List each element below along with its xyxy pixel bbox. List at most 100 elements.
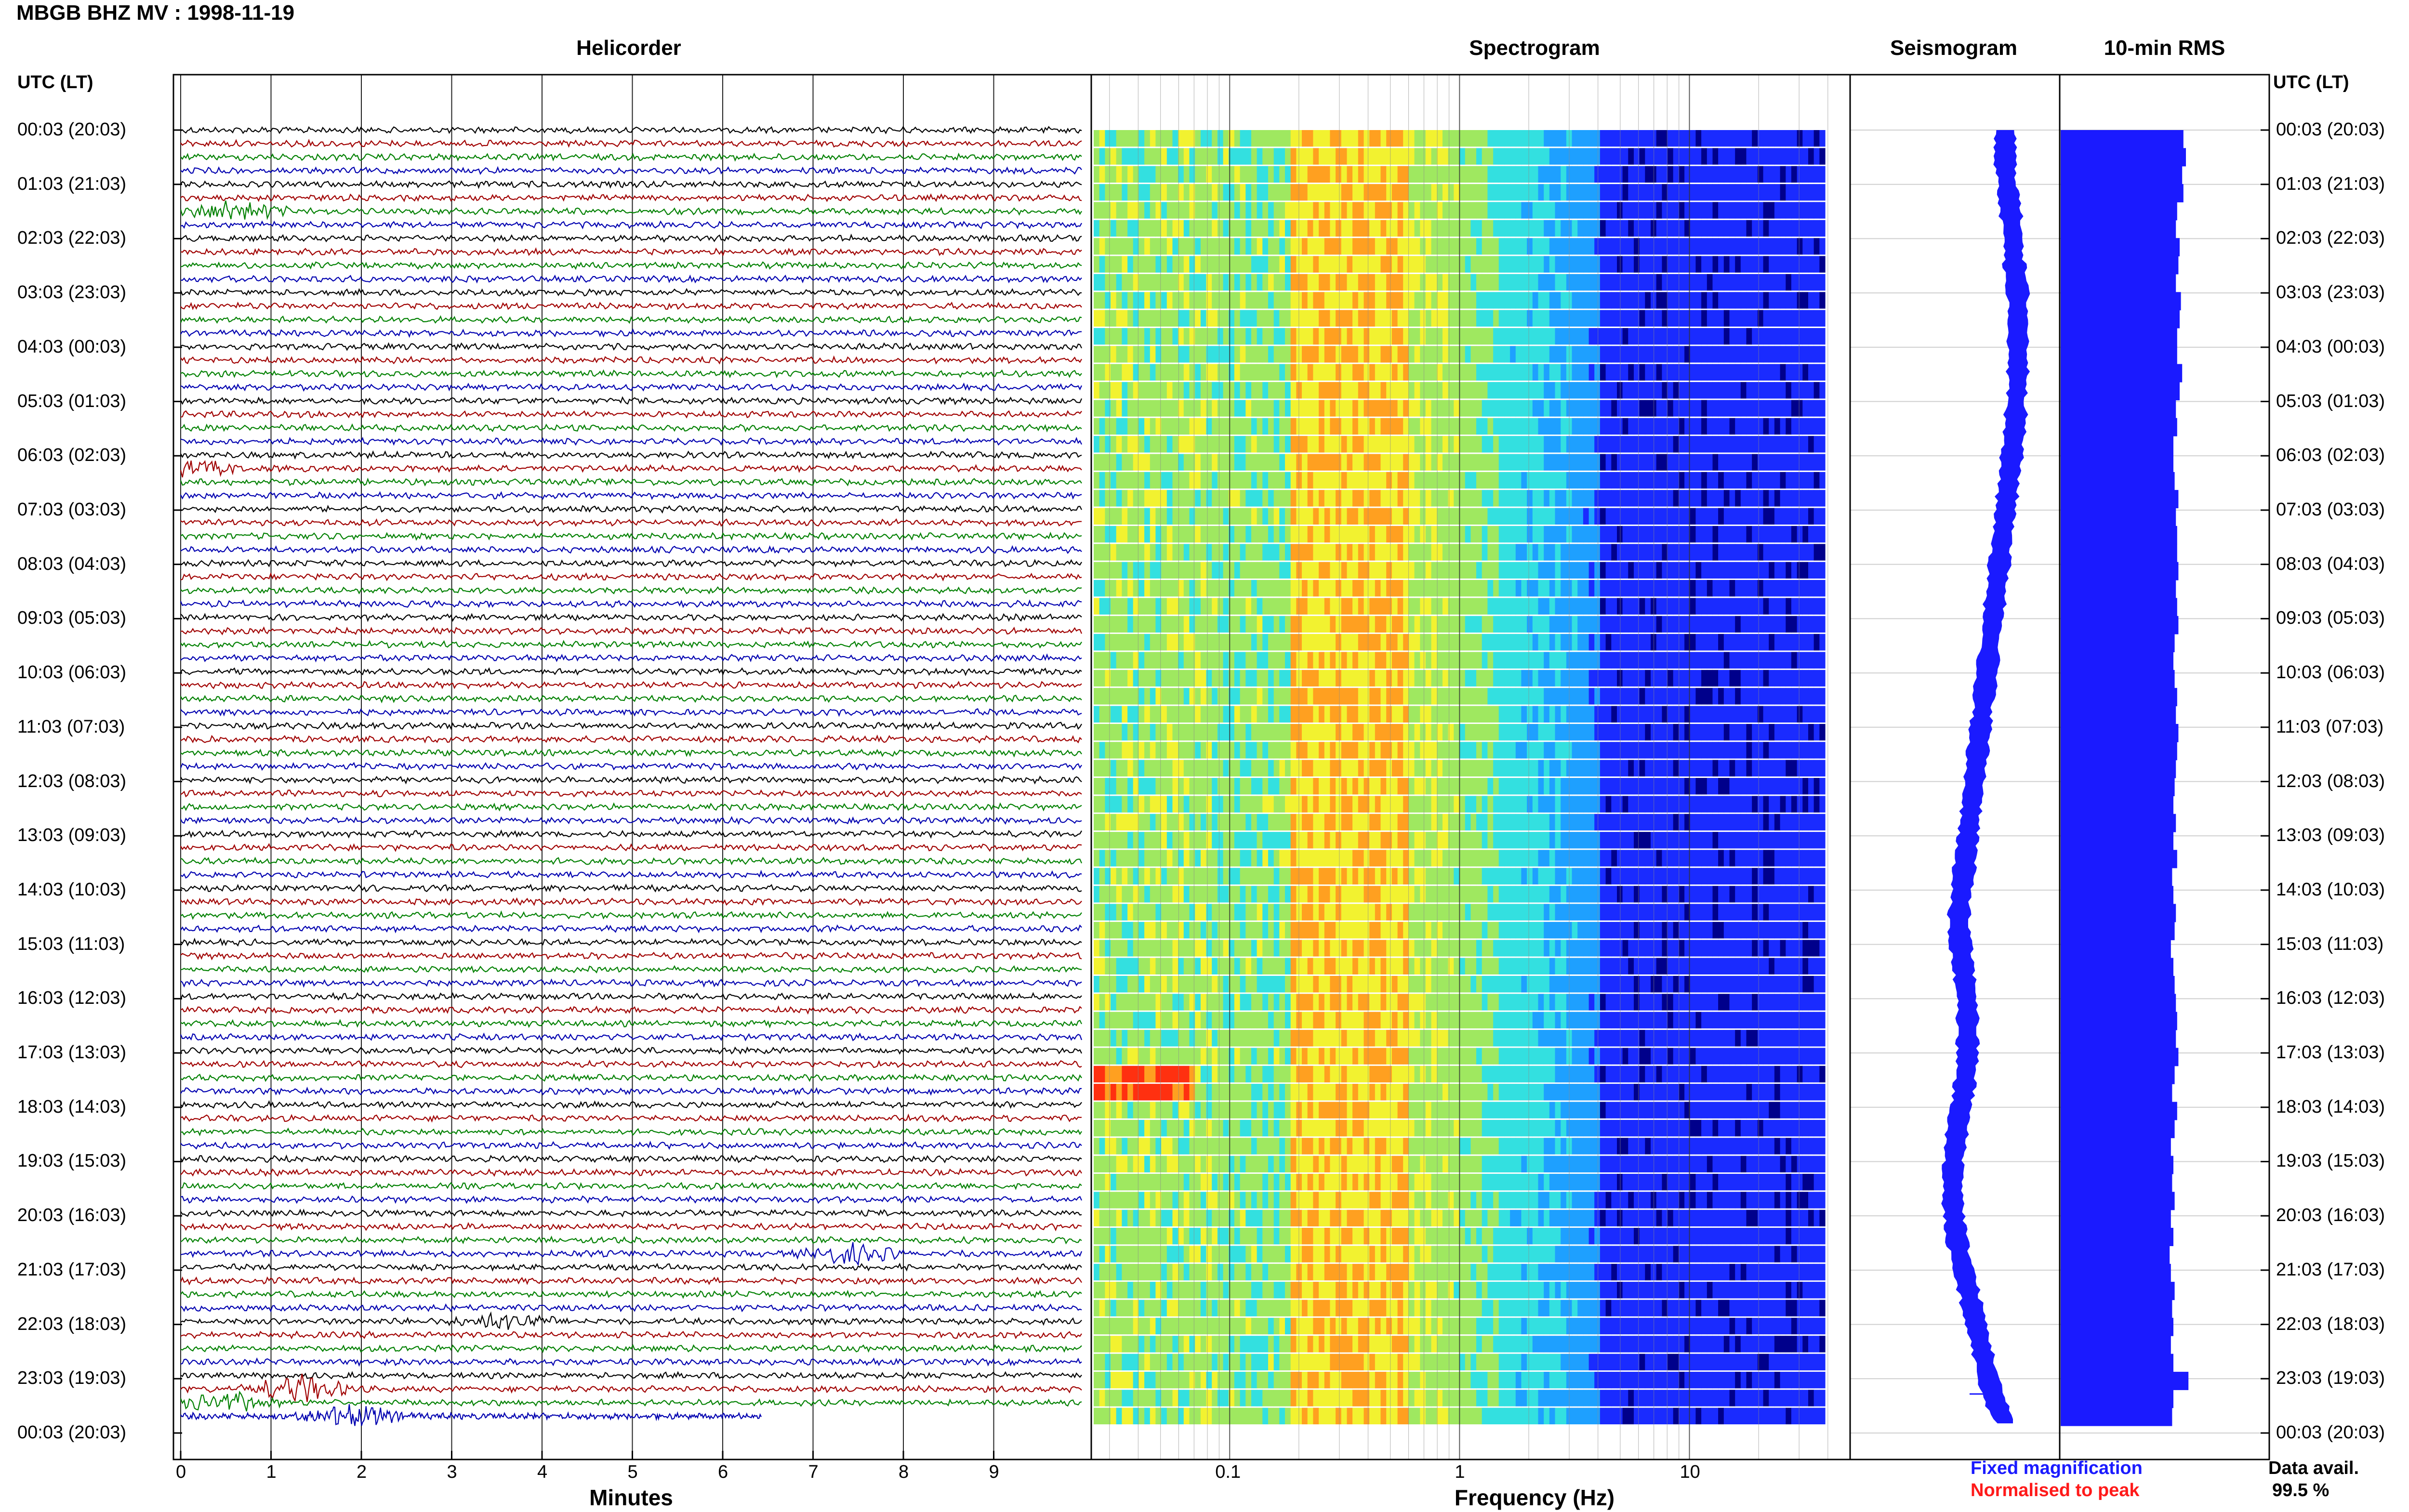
spectrogram-cell [1302, 346, 1308, 363]
helicorder-trace [180, 681, 1082, 690]
spectrogram-cell [1634, 778, 1640, 795]
spectrogram-cell [1336, 436, 1342, 453]
spectrogram-cell [1116, 418, 1122, 435]
spectrogram-cell [1443, 130, 1449, 147]
spectrogram-cell [1493, 472, 1499, 489]
spectrogram-cell [1144, 796, 1151, 813]
spectrogram-cell [1144, 148, 1151, 165]
spectrogram-cell [1735, 723, 1741, 741]
spectrogram-cell [1701, 328, 1707, 345]
spectrogram-cell [1189, 436, 1195, 453]
spectrogram-cell [1443, 490, 1449, 507]
spectrogram-cell [1138, 418, 1145, 435]
spectrogram-cell [1594, 526, 1601, 543]
spectrogram-cell [1712, 130, 1719, 147]
spectrogram-cell [1290, 292, 1297, 309]
spectrogram-cell [1307, 580, 1313, 597]
spectrogram-cell [1712, 184, 1719, 201]
spectrogram-cell [1262, 130, 1269, 147]
spectrogram-cell [1549, 723, 1556, 741]
spectrogram-cell [1122, 256, 1128, 273]
spectrogram-cell [1155, 130, 1162, 147]
spectrogram-cell [1752, 274, 1758, 291]
spectrogram-cell [1431, 328, 1437, 345]
spectrogram-cell [1166, 130, 1173, 147]
spectrogram-cell [1290, 472, 1297, 489]
spectrogram-cell [1594, 454, 1601, 471]
helicorder-trace [180, 978, 1082, 988]
spectrogram-cell [1324, 166, 1331, 183]
spectrogram-cell [1302, 723, 1308, 741]
spectrogram-cell [1178, 310, 1184, 327]
spectrogram-cell [1588, 652, 1595, 669]
spectrogram-cell [1245, 526, 1252, 543]
spectrogram-cell [1605, 490, 1612, 507]
spectrogram-cell [1786, 166, 1792, 183]
spectrogram-cell [1279, 328, 1285, 345]
helicorder-trace [180, 937, 1082, 947]
spectrogram-cell [1307, 670, 1313, 687]
spectrogram-cell [1572, 742, 1578, 759]
spectrogram-cell [1347, 382, 1353, 399]
spectrogram-cell [1634, 310, 1640, 327]
spectrogram-cell [1111, 382, 1117, 399]
time-label-right: 20:03 (16:03) [2276, 1205, 2385, 1226]
spectrogram-cell [1487, 580, 1494, 597]
spectrogram-cell [1138, 274, 1145, 291]
spectrogram-cell [1470, 652, 1477, 669]
spectrogram-cell [1487, 346, 1494, 363]
spectrogram-cell [1234, 148, 1241, 165]
spectrogram-cell [1729, 274, 1735, 291]
spectrogram-cell [1391, 616, 1398, 633]
spectrogram-cell [1515, 130, 1522, 147]
spectrogram-cell [1673, 184, 1679, 201]
spectrogram-cell [1127, 652, 1134, 669]
spectrogram-cell [1617, 508, 1623, 525]
spectrogram-cell [1482, 723, 1488, 741]
spectrogram-cell [1443, 742, 1449, 759]
spectrogram-cell [1718, 220, 1724, 237]
spectrogram-cell [1498, 544, 1505, 561]
spectrogram-cell [1307, 238, 1313, 255]
spectrogram-cell [1262, 616, 1269, 633]
spectrogram-cell [1403, 238, 1409, 255]
spectrogram-cell [1262, 184, 1269, 201]
spectrogram-cell [1144, 346, 1151, 363]
spectrogram-cell [1425, 220, 1432, 237]
spectrogram-cell [1189, 148, 1195, 165]
spectrogram-cell [1183, 256, 1190, 273]
spectrogram-cell [1273, 778, 1280, 795]
spectrogram-cell [1336, 418, 1342, 435]
spectrogram-cell [1116, 723, 1122, 741]
spectrogram-cell [1729, 580, 1735, 597]
spectrogram-cell [1189, 616, 1195, 633]
spectrogram-cell [1673, 202, 1679, 219]
spectrogram-cell [1622, 238, 1628, 255]
spectrogram-cell [1375, 778, 1381, 795]
spectrogram-cell [1403, 490, 1409, 507]
spectrogram-cell [1493, 706, 1499, 723]
spectrogram-cell [1150, 670, 1156, 687]
spectrogram-cell [1802, 328, 1809, 345]
spectrogram-cell [1127, 598, 1134, 615]
spectrogram-cell [1611, 436, 1617, 453]
spectrogram-cell [1493, 364, 1499, 381]
spectrogram-cell [1588, 436, 1595, 453]
spectrogram-cell [1285, 454, 1291, 471]
spectrogram-cell [1358, 346, 1364, 363]
spectrogram-cell [1723, 328, 1730, 345]
spectrogram-cell [1617, 148, 1623, 165]
spectrogram-cell [1380, 346, 1387, 363]
spectrogram-cell [1482, 184, 1488, 201]
spectrogram-cell [1668, 562, 1674, 579]
spectrogram-cell [1285, 436, 1291, 453]
spectrogram-cell [1195, 328, 1201, 345]
spectrogram-cell [1791, 598, 1798, 615]
spectrogram-cell [1482, 292, 1488, 309]
spectrogram-cell [1380, 508, 1387, 525]
spectrogram-cell [1712, 742, 1719, 759]
spectrogram-cell [1144, 274, 1151, 291]
spectrogram-cell [1605, 742, 1612, 759]
spectrogram-cell [1279, 706, 1285, 723]
spectrogram-cell [1780, 238, 1786, 255]
